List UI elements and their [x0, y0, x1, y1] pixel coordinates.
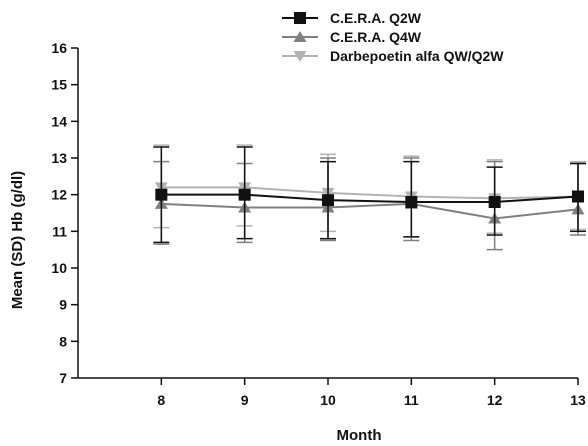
series-triangle-up: [153, 157, 586, 251]
x-tick-label: 10: [320, 392, 336, 408]
x-tick-label: 13: [570, 392, 586, 408]
legend-label: C.E.R.A. Q4W: [330, 29, 422, 45]
legend-label: C.E.R.A. Q2W: [330, 10, 422, 26]
data-point: [488, 196, 501, 208]
y-tick-label: 9: [59, 297, 67, 313]
y-tick-label: 11: [52, 223, 67, 239]
series-line: [161, 186, 579, 200]
data-point: [405, 196, 418, 208]
y-tick-label: 8: [59, 333, 67, 349]
legend-marker: [293, 31, 307, 42]
data-point: [322, 194, 334, 207]
legend-label: Darbepoetin alfa QW/Q2W: [330, 48, 504, 64]
y-tick-label: 12: [51, 187, 67, 203]
x-axis-title: Month: [337, 427, 382, 444]
x-axis-ticks: 8 9 10 11 12 13: [157, 378, 586, 408]
legend: C.E.R.A. Q2W C.E.R.A. Q4W Darbepoetin alfa…: [282, 10, 504, 64]
series-line: [161, 202, 579, 220]
y-tick-label: 14: [51, 113, 67, 129]
series-square: [153, 146, 586, 244]
data-point: [155, 188, 168, 201]
data-point: [238, 188, 251, 201]
y-tick-label: 7: [59, 370, 67, 386]
y-axis-title: Mean (SD) Hb (g/dl): [9, 171, 26, 309]
series-line: [161, 193, 579, 203]
y-tick-label: 13: [51, 150, 67, 166]
legend-marker: [294, 12, 306, 24]
y-tick-label: 10: [51, 260, 67, 276]
y-tick-label: 16: [51, 40, 67, 56]
x-tick-label: 9: [241, 392, 249, 408]
x-tick-label: 11: [404, 392, 419, 408]
legend-marker: [293, 51, 307, 62]
y-axis-ticks: 7 8 9 10 11 12 13 14 15 16: [51, 40, 78, 386]
x-tick-label: 12: [487, 392, 503, 408]
series-triangle-down: [153, 144, 586, 238]
series-group: [153, 144, 586, 251]
y-tick-label: 15: [51, 77, 67, 93]
data-point: [572, 190, 584, 203]
x-tick-label: 8: [157, 392, 165, 408]
